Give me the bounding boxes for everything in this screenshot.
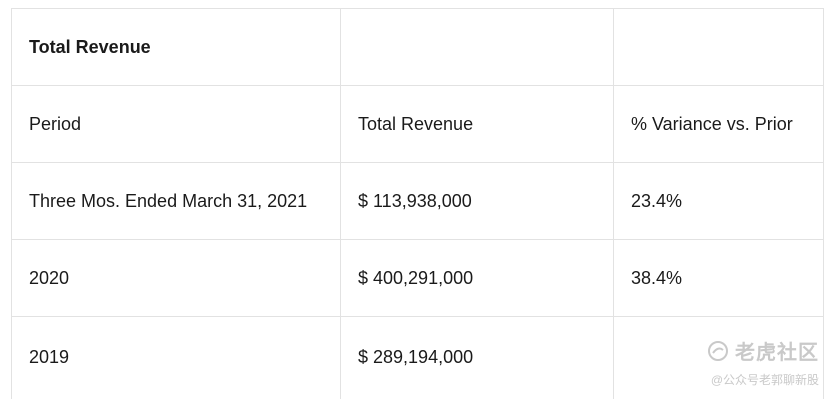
table-header-row: Period Total Revenue % Variance vs. Prio… — [11, 85, 824, 163]
table-row: Three Mos. Ended March 31, 2021 $ 113,93… — [11, 162, 824, 240]
header-variance: % Variance vs. Prior — [613, 85, 824, 163]
cell-period: 2020 — [11, 239, 341, 317]
cell-revenue: $ 289,194,000 — [340, 316, 614, 399]
cell-revenue: $ 400,291,000 — [340, 239, 614, 317]
chat-bubble-icon — [707, 340, 729, 362]
empty-cell — [340, 8, 614, 86]
header-period: Period — [11, 85, 341, 163]
header-total-revenue: Total Revenue — [340, 85, 614, 163]
cell-period: 2019 — [11, 316, 341, 399]
cell-variance: 38.4% — [613, 239, 824, 317]
watermark-handle: @公众号老郭聊新股 — [710, 373, 819, 387]
watermark-brand: 老虎社区 — [735, 342, 819, 364]
table-title: Total Revenue — [11, 8, 341, 86]
table-title-row: Total Revenue — [11, 8, 824, 86]
watermark: 老虎社区 @公众号老郭聊新股 — [669, 336, 819, 396]
cell-period: Three Mos. Ended March 31, 2021 — [11, 162, 341, 240]
empty-cell — [613, 8, 824, 86]
table-row: 2019 $ 289,194,000 — [11, 316, 824, 399]
revenue-table: Total Revenue Period Total Revenue % Var… — [11, 8, 824, 399]
watermark-brand-row: 老虎社区 — [669, 336, 819, 365]
table-row: 2020 $ 400,291,000 38.4% — [11, 239, 824, 317]
cell-variance: 23.4% — [613, 162, 824, 240]
cell-revenue: $ 113,938,000 — [340, 162, 614, 240]
cell-variance — [613, 316, 824, 399]
